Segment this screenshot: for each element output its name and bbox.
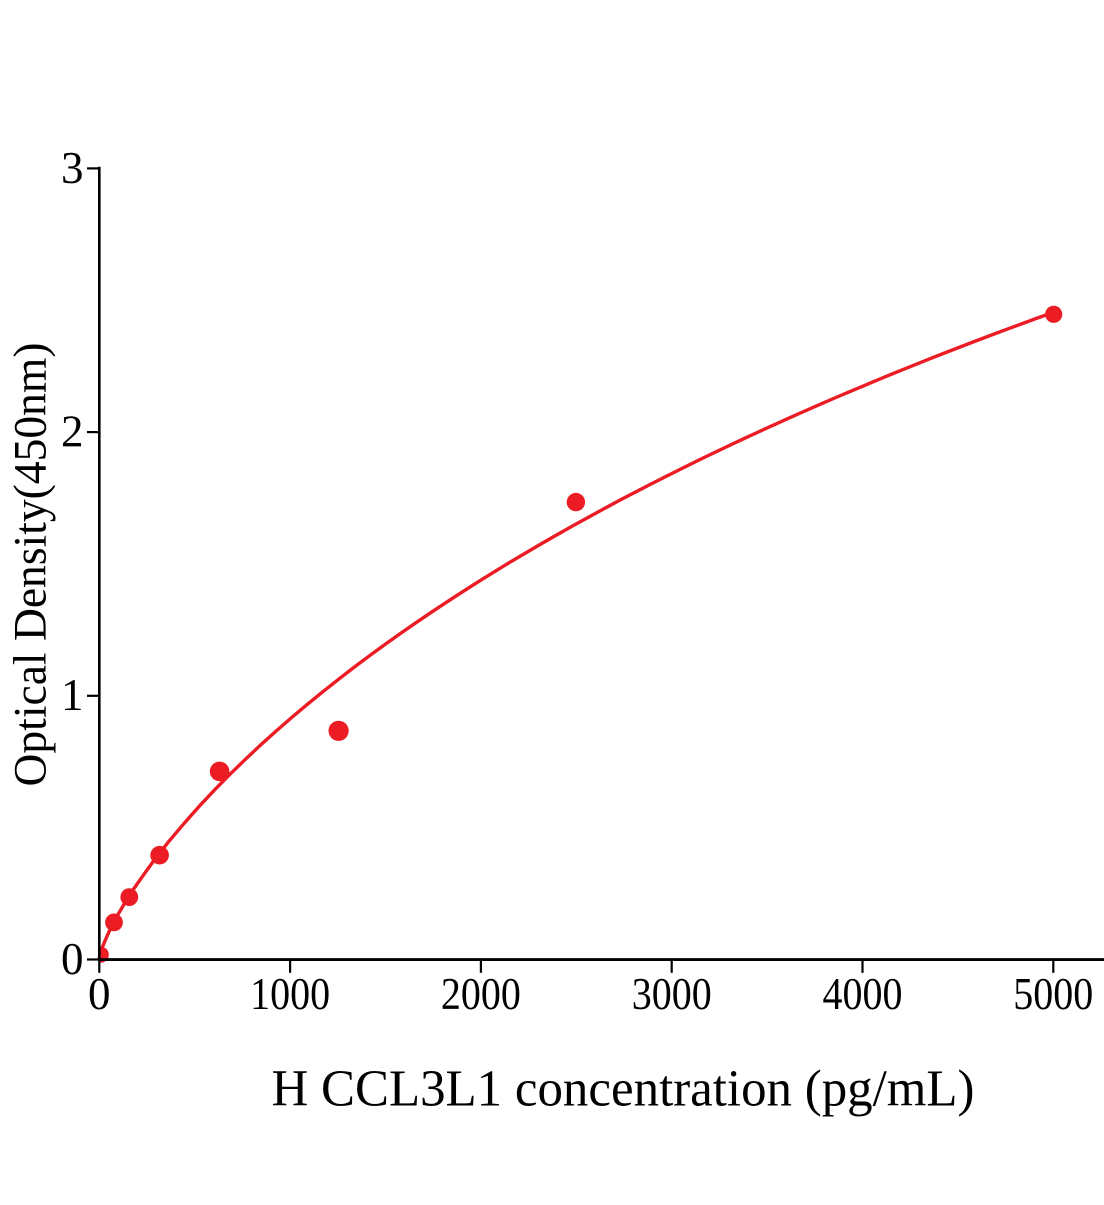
svg-text:2: 2	[61, 407, 84, 457]
svg-text:1: 1	[61, 670, 84, 720]
svg-text:2000: 2000	[441, 968, 521, 1019]
svg-text:4000: 4000	[823, 968, 903, 1019]
svg-text:3000: 3000	[632, 968, 712, 1019]
svg-text:1000: 1000	[250, 968, 330, 1019]
svg-text:5000: 5000	[1013, 968, 1093, 1019]
svg-text:3: 3	[61, 143, 84, 193]
svg-text:0: 0	[61, 934, 84, 984]
svg-text:0: 0	[88, 969, 111, 1019]
svg-text:Optical Density(450nm): Optical Density(450nm)	[4, 343, 56, 787]
svg-text:H CCL3L1 concentration (pg/mL): H CCL3L1 concentration (pg/mL)	[272, 1060, 975, 1117]
